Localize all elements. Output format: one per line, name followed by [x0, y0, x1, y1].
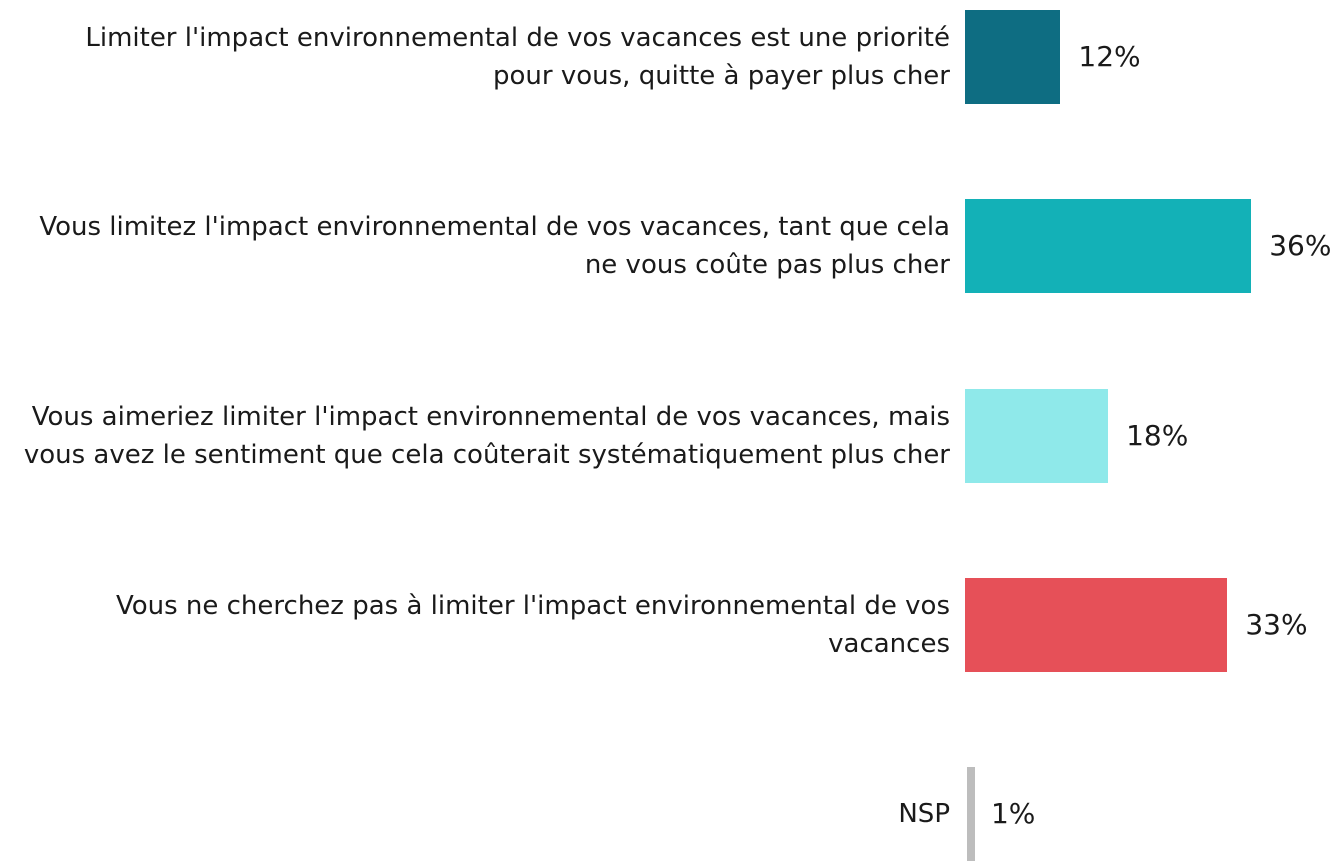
value-label: 12% [1078, 40, 1141, 73]
value-label: 36% [1269, 229, 1332, 263]
category-text: Limiter l'impact environnemental de vos … [85, 23, 950, 91]
category-label: Vous aimeriez limiter l'impact environne… [0, 389, 950, 483]
category-text: Vous limitez l'impact environnemental de… [39, 212, 950, 281]
category-text: Vous aimeriez limiter l'impact environne… [23, 401, 950, 470]
value-label: 18% [1126, 418, 1189, 452]
bar [965, 577, 1228, 672]
bar [965, 388, 1109, 483]
category-label: Vous limitez l'impact environnemental de… [0, 199, 950, 293]
category-label: Vous ne cherchez pas à limiter l'impact … [0, 578, 950, 672]
bar [967, 767, 975, 861]
bar [965, 199, 1252, 294]
category-text: Vous ne cherchez pas à limiter l'impact … [115, 590, 950, 659]
value-label: 1% [990, 797, 1036, 831]
bar [965, 10, 1061, 104]
category-label: NSP [0, 767, 950, 861]
category-label: Limiter l'impact environnemental de vos … [0, 10, 950, 104]
category-text: NSP [898, 799, 950, 830]
value-label: 33% [1245, 607, 1308, 641]
